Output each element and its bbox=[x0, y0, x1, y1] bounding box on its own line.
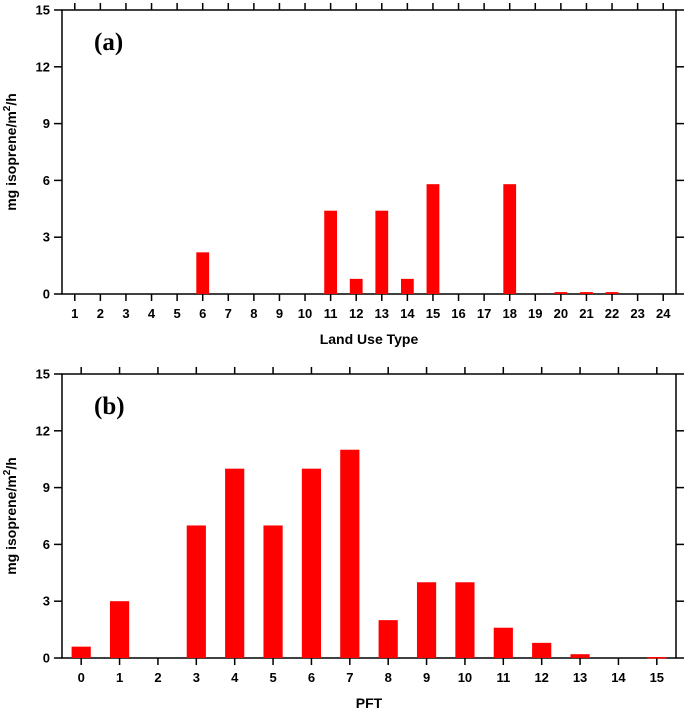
x-tick-label: 9 bbox=[276, 306, 283, 321]
bar bbox=[324, 210, 338, 294]
x-tick-label: 11 bbox=[496, 670, 510, 685]
x-tick-label: 4 bbox=[231, 670, 239, 685]
x-axis-title: Land Use Type bbox=[320, 331, 419, 347]
y-tick-label: 12 bbox=[36, 59, 50, 74]
bar bbox=[196, 252, 210, 294]
x-tick-label: 15 bbox=[650, 670, 664, 685]
y-tick-label: 9 bbox=[43, 116, 50, 131]
x-tick-label: 0 bbox=[78, 670, 85, 685]
bar bbox=[225, 468, 245, 658]
x-tick-label: 23 bbox=[630, 306, 644, 321]
y-axis-title: mg isoprene/m2/h bbox=[2, 457, 19, 575]
x-tick-label: 4 bbox=[148, 306, 156, 321]
bar bbox=[503, 184, 517, 294]
y-tick-label: 3 bbox=[43, 594, 50, 609]
bar bbox=[455, 582, 475, 658]
bar bbox=[416, 582, 437, 658]
x-tick-label: 11 bbox=[324, 306, 338, 321]
x-tick-label: 6 bbox=[308, 670, 315, 685]
x-tick-label: 5 bbox=[269, 670, 276, 685]
x-tick-label: 1 bbox=[71, 306, 78, 321]
x-tick-label: 8 bbox=[385, 670, 392, 685]
y-tick-label: 0 bbox=[43, 287, 50, 302]
plot-frame bbox=[61, 9, 677, 295]
bar bbox=[426, 184, 440, 294]
plot-frame bbox=[61, 373, 677, 659]
y-tick-label: 9 bbox=[43, 480, 50, 495]
x-tick-label: 22 bbox=[605, 306, 619, 321]
x-tick-label: 10 bbox=[458, 670, 472, 685]
x-tick-label: 10 bbox=[298, 306, 312, 321]
y-tick-label: 15 bbox=[36, 3, 50, 18]
x-tick-label: 1 bbox=[116, 670, 123, 685]
x-tick-label: 2 bbox=[154, 670, 161, 685]
bar bbox=[109, 601, 130, 658]
bar bbox=[186, 525, 206, 658]
y-axis-title: mg isoprene/m2/h bbox=[2, 93, 19, 211]
x-tick-label: 8 bbox=[250, 306, 257, 321]
bar bbox=[378, 620, 398, 658]
y-tick-label: 12 bbox=[36, 423, 50, 438]
x-tick-label: 21 bbox=[579, 306, 593, 321]
bar bbox=[375, 210, 389, 294]
panel-label: (b) bbox=[94, 393, 125, 420]
bar bbox=[340, 449, 360, 658]
y-tick-label: 3 bbox=[43, 230, 50, 245]
x-tick-label: 5 bbox=[174, 306, 181, 321]
x-tick-label: 18 bbox=[502, 306, 516, 321]
x-tick-label: 17 bbox=[477, 306, 491, 321]
bar bbox=[349, 278, 363, 294]
y-tick-label: 15 bbox=[36, 367, 50, 382]
x-tick-label: 7 bbox=[225, 306, 232, 321]
bar bbox=[301, 468, 322, 658]
x-tick-label: 9 bbox=[423, 670, 430, 685]
x-tick-label: 19 bbox=[528, 306, 542, 321]
bar bbox=[263, 525, 283, 658]
panel-label: (a) bbox=[94, 29, 123, 56]
bar bbox=[605, 292, 619, 294]
x-tick-label: 15 bbox=[426, 306, 440, 321]
x-tick-label: 24 bbox=[656, 306, 671, 321]
x-tick-label: 16 bbox=[451, 306, 465, 321]
x-tick-label: 3 bbox=[193, 670, 200, 685]
x-tick-label: 14 bbox=[611, 670, 626, 685]
x-tick-label: 7 bbox=[346, 670, 353, 685]
x-tick-label: 20 bbox=[554, 306, 568, 321]
bar bbox=[580, 292, 593, 294]
x-tick-label: 13 bbox=[573, 670, 587, 685]
x-tick-label: 12 bbox=[349, 306, 363, 321]
x-tick-label: 3 bbox=[122, 306, 129, 321]
x-axis-title: PFT bbox=[356, 695, 383, 711]
x-tick-label: 2 bbox=[97, 306, 104, 321]
bar bbox=[493, 627, 513, 658]
bar bbox=[532, 642, 552, 658]
y-tick-label: 6 bbox=[43, 537, 50, 552]
bar bbox=[554, 292, 568, 294]
y-tick-label: 0 bbox=[43, 651, 50, 666]
y-tick-label: 6 bbox=[43, 173, 50, 188]
bar bbox=[400, 278, 414, 294]
bar bbox=[71, 646, 91, 658]
x-tick-label: 12 bbox=[534, 670, 548, 685]
bar bbox=[647, 657, 667, 659]
x-tick-label: 6 bbox=[199, 306, 206, 321]
x-tick-label: 14 bbox=[400, 306, 415, 321]
bar bbox=[570, 654, 590, 658]
x-tick-label: 13 bbox=[375, 306, 389, 321]
